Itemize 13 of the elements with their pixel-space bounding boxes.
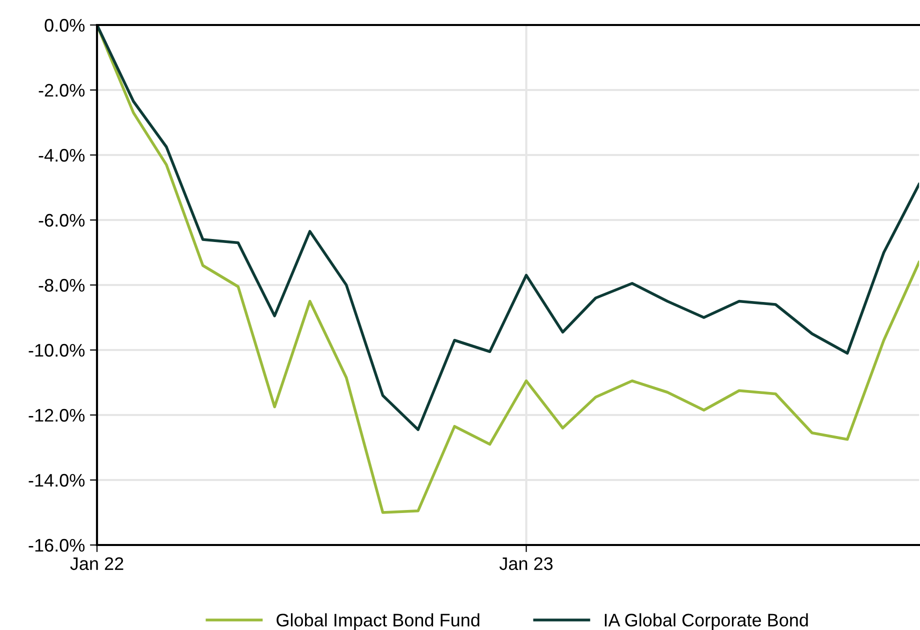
y-tick-label: 0.0% [44, 18, 85, 32]
y-tick-label: -8.0% [38, 278, 85, 292]
y-tick-label: -12.0% [28, 408, 85, 422]
x-tick-label: Jan 22 [70, 557, 124, 570]
legend-label: Global Impact Bond Fund [276, 613, 480, 630]
y-tick-label: -2.0% [38, 84, 85, 97]
y-tick-label: -16.0% [28, 538, 85, 552]
y-tick-label: -14.0% [28, 474, 85, 487]
y-tick-label: -4.0% [38, 148, 85, 162]
legend-label: IA Global Corporate Bond [604, 613, 808, 630]
x-tick-label: Jan 23 [499, 557, 553, 570]
y-tick-label: -10.0% [28, 344, 85, 357]
y-tick-label: -6.0% [38, 214, 85, 227]
